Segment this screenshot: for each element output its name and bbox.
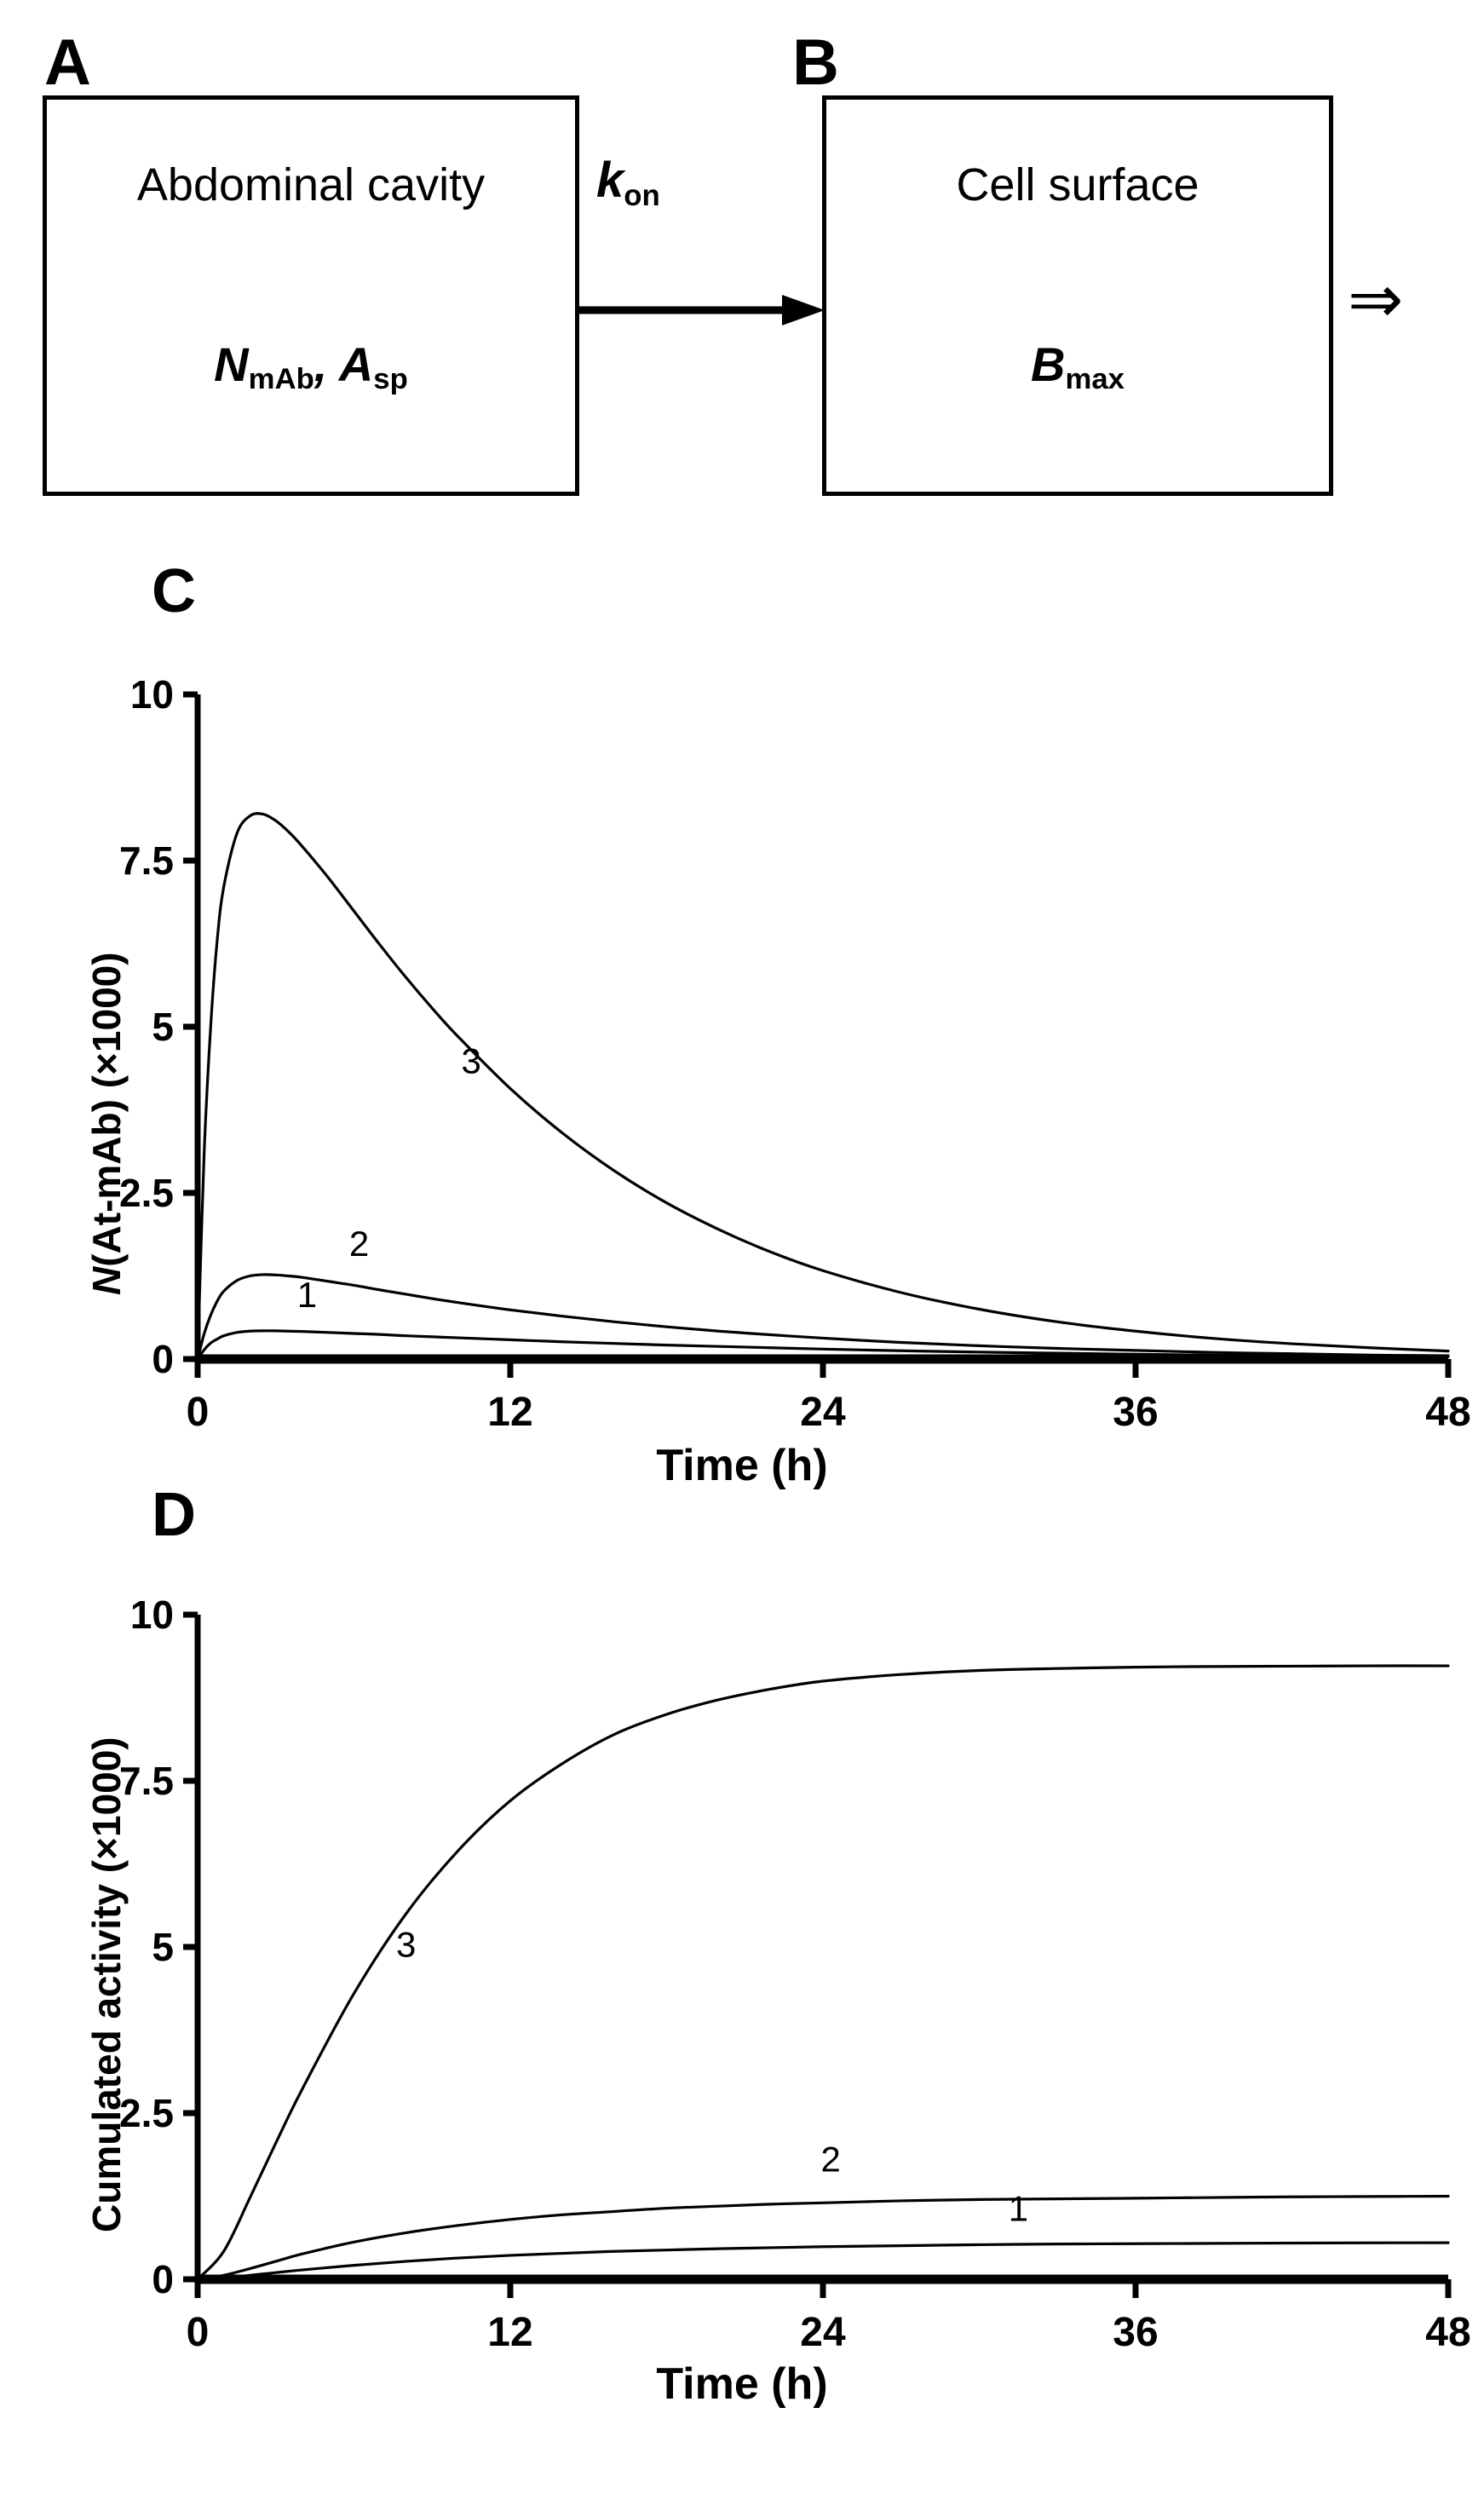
svg-text:0: 0 [152, 1337, 174, 1381]
rate-constant-kon-label: kon [596, 153, 660, 212]
svg-text:0: 0 [187, 2310, 210, 2355]
svg-text:2.5: 2.5 [119, 1171, 174, 1215]
panel-c-y-axis-label: N(At-mAb) (×1000) [84, 952, 129, 1295]
svg-text:7.5: 7.5 [119, 838, 174, 883]
double-right-arrow-icon: ⇒ [1348, 262, 1404, 337]
compartment-box-cell-surface: Cell surface Bmax [822, 95, 1333, 496]
box-a-title: Abdominal cavity [136, 159, 486, 210]
svg-text:5: 5 [152, 1925, 174, 1969]
compartment-box-abdominal-cavity: Abdominal cavity NmAb, Asp [43, 95, 579, 496]
svg-text:0: 0 [152, 2257, 174, 2301]
right-arrow-icon [578, 295, 825, 325]
svg-text:10: 10 [130, 672, 174, 717]
svg-text:48: 48 [1425, 2310, 1470, 2355]
svg-text:48: 48 [1425, 1390, 1470, 1435]
panel-letter-a: A [44, 26, 91, 99]
box-b-title: Cell surface [956, 159, 1199, 210]
svg-text:1: 1 [1009, 2188, 1028, 2228]
panel-d-plot-area: 0 2.5 5 7.5 10 0 12 24 36 48 3 2 1 [119, 1593, 1471, 2355]
panel-letter-d: D [152, 1481, 196, 1549]
svg-text:10: 10 [130, 1593, 174, 1637]
chart-panel-d: 0 2.5 5 7.5 10 0 12 24 36 48 3 2 1 [0, 1568, 1484, 2355]
chart-panel-c: 0 2.5 5 7.5 10 0 12 24 36 48 3 2 1 [0, 648, 1484, 1435]
svg-text:2: 2 [820, 2140, 840, 2180]
svg-text:7.5: 7.5 [119, 1759, 174, 1803]
symbol-n-mab: NmAb [214, 337, 314, 396]
svg-text:1: 1 [297, 1275, 317, 1315]
box-b-symbols: Bmax [826, 337, 1329, 396]
panel-letter-c: C [152, 557, 196, 625]
svg-text:3: 3 [461, 1041, 480, 1081]
symbol-b-max: Bmax [1031, 337, 1125, 396]
panel-letter-b: B [792, 26, 839, 99]
panel-c-x-axis-label: Time (h) [656, 1441, 828, 1490]
svg-text:2.5: 2.5 [119, 2091, 174, 2135]
symbol-a-sp: Asp [338, 337, 408, 396]
panel-d-y-axis-label: Cumulated activity (×1000) [84, 1737, 129, 2232]
svg-text:0: 0 [187, 1390, 210, 1435]
svg-text:2: 2 [349, 1224, 369, 1264]
svg-text:12: 12 [487, 2310, 532, 2355]
symbol-separator: , [313, 337, 339, 391]
box-a-symbols: NmAb, Asp [47, 337, 575, 396]
svg-text:12: 12 [487, 1390, 532, 1435]
svg-text:24: 24 [800, 2310, 846, 2355]
svg-text:5: 5 [152, 1005, 174, 1049]
svg-text:3: 3 [396, 1925, 416, 1965]
panel-d-x-axis-label: Time (h) [656, 2359, 828, 2409]
panel-c-plot-area: 0 2.5 5 7.5 10 0 12 24 36 48 3 21 [119, 672, 1471, 1435]
svg-text:36: 36 [1113, 2310, 1158, 2355]
svg-text:24: 24 [800, 1390, 846, 1435]
svg-text:36: 36 [1113, 1390, 1158, 1435]
